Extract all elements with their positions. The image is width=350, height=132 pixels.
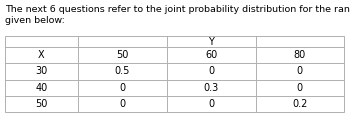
Text: 0: 0	[208, 66, 214, 76]
Text: The next 6 questions refer to the joint probability distribution for the random : The next 6 questions refer to the joint …	[5, 5, 350, 14]
Text: 0: 0	[119, 83, 125, 93]
Text: X: X	[38, 50, 45, 60]
Text: 0.2: 0.2	[292, 99, 307, 109]
Text: 0.3: 0.3	[203, 83, 219, 93]
Text: 0: 0	[119, 99, 125, 109]
Text: 60: 60	[205, 50, 217, 60]
Text: 0: 0	[297, 83, 303, 93]
Text: 40: 40	[35, 83, 48, 93]
Text: 30: 30	[35, 66, 48, 76]
Text: 0: 0	[297, 66, 303, 76]
Bar	[5, 36, 344, 112]
Text: 0.5: 0.5	[114, 66, 130, 76]
Text: 50: 50	[116, 50, 128, 60]
Text: 50: 50	[35, 99, 48, 109]
Text: 0: 0	[208, 99, 214, 109]
Text: given below:: given below:	[5, 16, 65, 25]
Text: Y: Y	[208, 37, 214, 46]
Text: 80: 80	[294, 50, 306, 60]
